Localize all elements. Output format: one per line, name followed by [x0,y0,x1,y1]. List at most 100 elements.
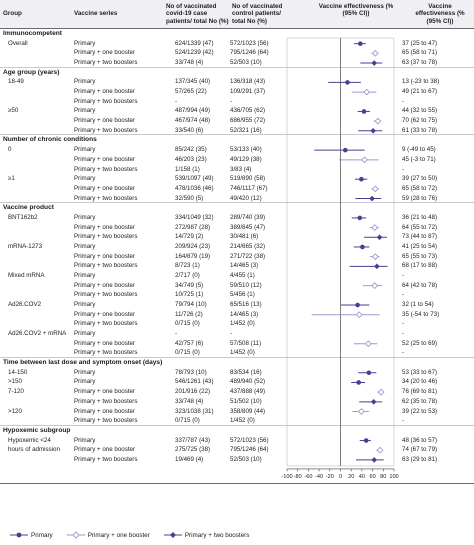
row-ve-text: 64 (55 to 72) [402,223,438,231]
row-group-label: ≥50 [8,107,19,115]
row-cases: - [175,97,178,105]
row-vaccine-series: Primary + one booster [74,223,136,231]
row-group-label: 14-150 [8,368,28,376]
section-divider [0,134,474,136]
row-vaccine-series: Primary + one booster [74,339,136,347]
row-ve-text: 41 (25 to 54) [402,242,438,250]
row-controls: 289/740 (39) [230,213,266,221]
point-estimate [357,408,365,415]
legend-label-two-boosters: Primary + two boosters [184,531,250,539]
row-controls: 572/1023 (56) [230,436,269,444]
row-group-label: Overall [8,39,28,47]
legend-item-two-boosters: Primary + two boosters [163,531,250,539]
x-tick-label: -60 [304,474,312,480]
row-vaccine-series: Primary + two boosters [74,194,138,202]
row-controls: 436/705 (62) [230,107,266,115]
row-controls: - [230,330,233,338]
row-cases: 0/715 (0) [175,417,200,425]
row-cases: 487/994 (49) [175,107,211,115]
row-controls: 65/516 (13) [230,301,262,309]
row-controls: 746/1117 (67) [230,184,268,192]
row-cases: 478/1036 (46) [175,184,214,192]
row-ve-text: 53 (33 to 67) [402,368,438,376]
row-group-label: >150 [8,378,22,386]
row-controls: 1/452 (0) [230,320,255,328]
row-controls: 686/955 (72) [230,117,266,125]
section-title: Hypoxemic subgroup [3,426,71,434]
row-ve-text: 63 (29 to 81) [402,455,438,463]
row-controls: 53/133 (40) [230,146,262,154]
x-tick-label: -100 [281,474,292,480]
row-ve-text: 64 (42 to 78) [402,281,438,289]
legend-item-primary: Primary [10,531,53,539]
row-vaccine-series: Primary [74,146,96,154]
point-estimate [371,49,379,57]
row-vaccine-series: Primary + one booster [74,407,136,415]
x-tick-label: -40 [315,474,323,480]
header-controls: No of vaccinated control patients/ total… [232,3,283,25]
row-ve-text: 48 (36 to 57) [402,436,438,444]
row-controls: 49/129 (38) [230,155,262,163]
point-estimate [374,263,380,270]
row-controls: 3/83 (4) [230,165,252,173]
row-vaccine-series: Primary + two boosters [74,291,138,299]
point-estimate [355,302,360,308]
row-controls: 795/1246 (64) [230,446,269,454]
row-controls: 14/465 (3) [230,310,259,318]
row-controls: 109/291 (37) [230,88,266,96]
row-cases: 323/1038 (31) [175,407,214,415]
row-cases: 524/1239 (42) [175,49,214,57]
row-ve-text: 65 (58 to 71) [402,49,438,57]
row-group-label: mRNA-1273 [8,242,43,250]
row-controls: 214/665 (32) [230,242,266,250]
row-ve-text: 35 (-54 to 73) [402,310,440,318]
row-ve-text: 62 (35 to 78) [402,397,438,405]
x-tick-label: 20 [348,474,354,480]
section-divider [0,357,474,359]
row-cases: 19/469 (4) [175,455,204,463]
row-ve-text: 37 (25 to 47) [402,39,438,47]
x-tick-label: 40 [359,474,365,480]
row-cases: 11/726 (2) [175,310,203,318]
point-estimate [370,128,376,134]
row-ve-text: 39 (22 to 53) [402,407,438,415]
point-estimate [361,156,369,164]
point-estimate [376,446,384,454]
point-estimate [343,147,348,153]
row-vaccine-series: Primary + one booster [74,310,136,318]
row-group-label: 7-120 [8,388,24,396]
x-tick-label: 100 [389,474,398,480]
row-cases: 2/717 (0) [175,272,200,279]
row-vaccine-series: Primary + one booster [74,49,136,57]
row-ve-text: 76 (69 to 81) [402,388,438,396]
point-estimate [361,109,367,114]
row-cases: 33/748 (4) [175,397,204,405]
row-vaccine-series: Primary + one booster [74,184,136,192]
legend-item-one-booster: Primary + one booster [66,531,150,539]
row-ve-text: 34 (20 to 46) [402,378,438,386]
row-vaccine-series: Primary + two boosters [74,397,138,405]
row-vaccine-series: Primary + one booster [74,281,136,289]
row-ve-text: 74 (67 to 79) [402,446,438,454]
row-cases: 1/158 (1) [175,165,200,173]
legend-label-primary: Primary [31,531,53,539]
point-estimate [369,195,375,202]
row-group-label: Mixed mRNA [8,272,45,279]
row-ve-text: - [402,272,405,279]
point-estimate [363,88,371,96]
row-cases: 0/715 (0) [175,320,200,328]
row-vaccine-series: Primary + one booster [74,88,136,96]
row-controls: 83/534 (16) [230,368,262,376]
header-ve-plot: Vaccine effectiveness (% (95% CI)) [318,3,394,18]
row-ve-text: - [402,320,405,328]
row-vaccine-series: Primary + one booster [74,155,136,163]
row-ve-text: - [402,291,405,299]
row-controls: 437/888 (49) [230,388,266,396]
section-title: Time between last dose and symptom onset… [3,359,163,367]
row-controls: 5/456 (1) [230,291,255,299]
row-vaccine-series: Primary + one booster [74,117,136,125]
point-estimate [356,380,361,385]
row-group-label: 0 [8,146,12,154]
row-cases: 275/725 (38) [175,446,211,454]
